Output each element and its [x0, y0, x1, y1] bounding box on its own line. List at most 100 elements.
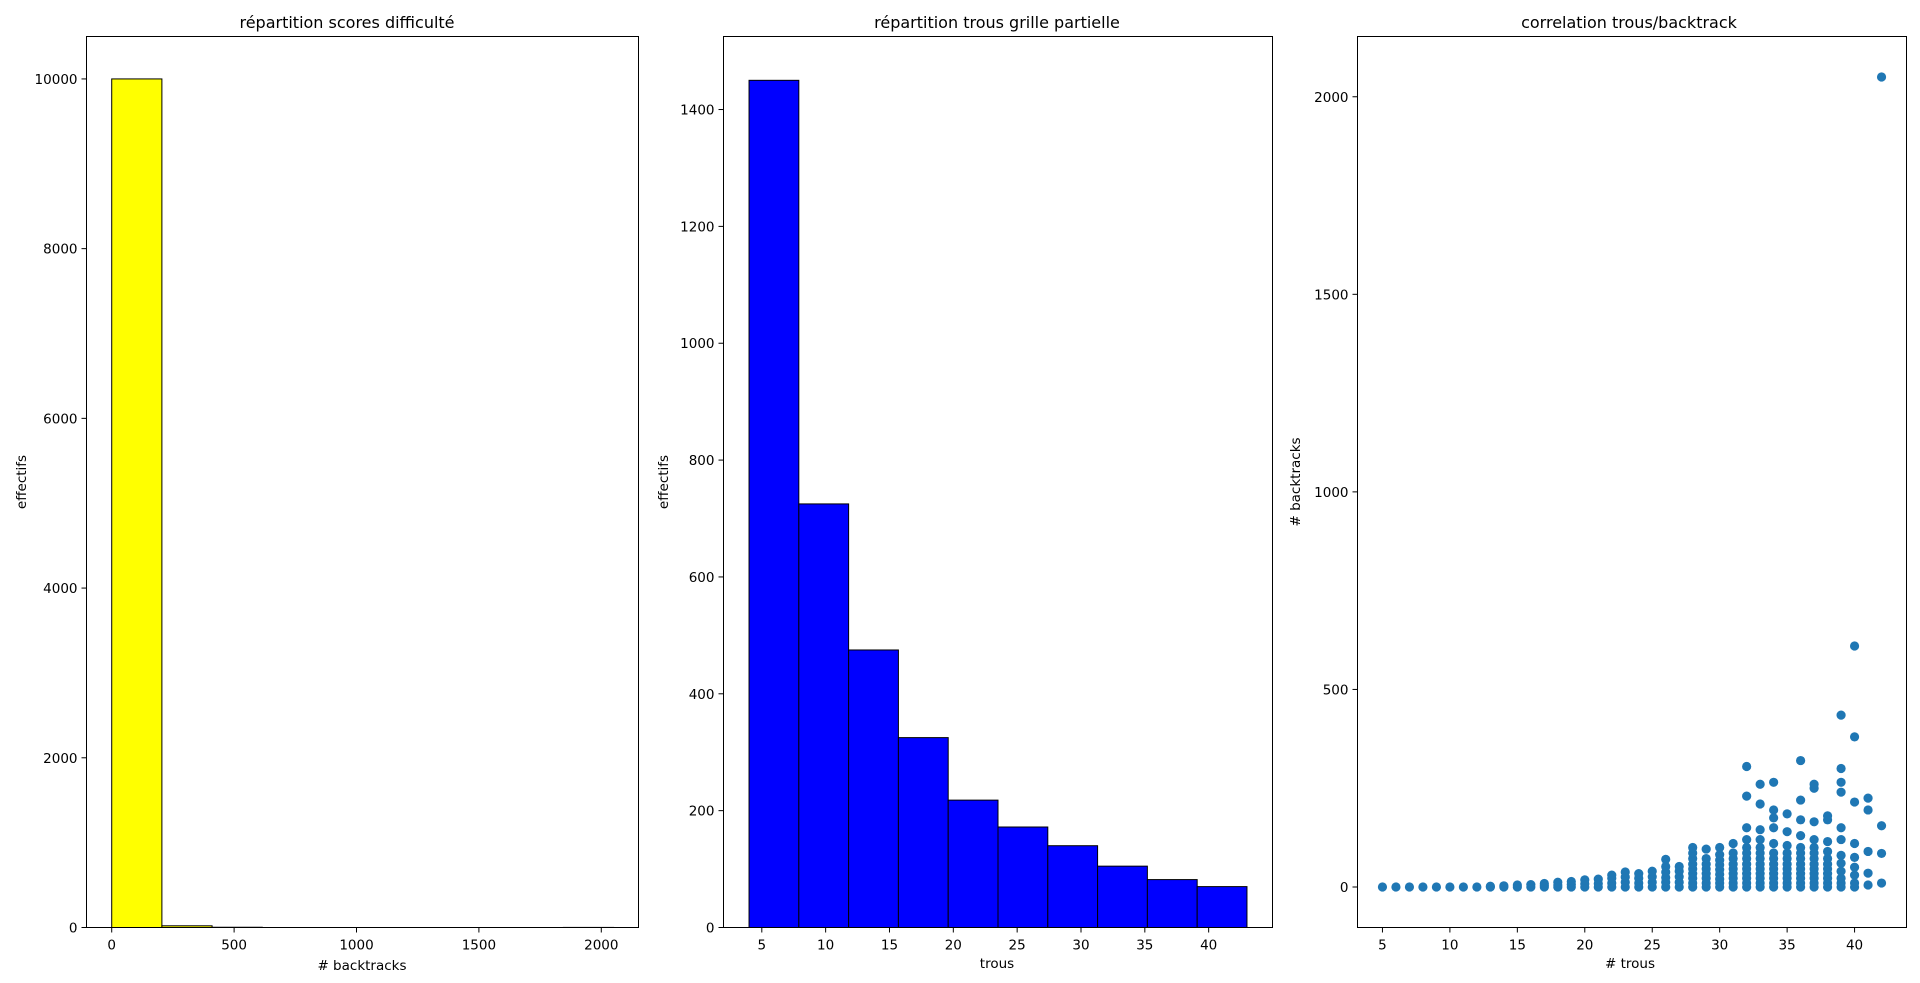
scatter-point — [1876, 821, 1887, 831]
histogram-bar — [947, 799, 999, 928]
scatter-point — [1809, 842, 1819, 853]
histogram-bar — [111, 78, 163, 928]
histogram-bar — [848, 649, 899, 928]
x-tick-label: 500 — [221, 938, 247, 954]
y-tick-label: 0 — [1340, 880, 1349, 896]
scatter-point — [1769, 823, 1779, 833]
histogram-bar — [1047, 845, 1099, 929]
scatter-point — [1876, 72, 1887, 82]
y-axis-label: effectifs — [14, 455, 30, 509]
scatter-point — [1539, 878, 1549, 889]
scatter-point — [1553, 877, 1563, 887]
scatter-point — [1809, 834, 1819, 845]
y-ticks: 0 200 400 600 800 1000 1200 1400 — [680, 103, 724, 937]
scatter-point — [1796, 815, 1806, 825]
scatter-point — [1647, 866, 1657, 876]
plot-frame — [86, 36, 639, 928]
plot-frame — [1357, 36, 1907, 928]
x-tick-label: 25 — [1644, 938, 1661, 954]
x-axis-label: # trous — [1605, 956, 1655, 972]
scatter-point — [1849, 852, 1860, 862]
scatter-point — [1391, 882, 1401, 892]
scatter-point — [1634, 868, 1644, 879]
chart-holes-histogram: répartition trous grille partielle 0 200 4… — [656, 13, 1273, 972]
scatter-point — [1836, 866, 1846, 876]
scatter-point — [1755, 834, 1765, 845]
scatter-point — [1822, 836, 1833, 847]
scatter-point — [1849, 732, 1860, 742]
y-tick-label: 2000 — [1314, 90, 1348, 106]
x-tick-label: 1000 — [339, 938, 373, 954]
scatter-point — [1849, 641, 1860, 651]
scatter-point — [1566, 876, 1576, 887]
x-tick-label: 5 — [1378, 938, 1387, 954]
x-ticks: 0 500 1000 1500 2000 — [107, 927, 618, 954]
scatter-point — [1796, 795, 1806, 805]
histogram-bar — [897, 737, 949, 928]
x-tick-label: 20 — [945, 938, 962, 954]
scatter-point — [1796, 842, 1806, 853]
scatter-point — [1796, 831, 1806, 841]
x-tick-label: 5 — [758, 938, 767, 954]
scatter-point — [1674, 861, 1684, 872]
scatter-point — [1782, 848, 1792, 858]
y-tick-label: 4000 — [43, 581, 77, 597]
scatter-point — [1782, 809, 1792, 819]
x-tick-label: 40 — [1200, 938, 1217, 954]
scatter-point — [1404, 882, 1415, 892]
y-tick-label: 2000 — [43, 751, 77, 767]
scatter-point — [1836, 787, 1846, 797]
scatter-point — [1809, 817, 1819, 827]
y-tick-label: 10000 — [35, 72, 78, 88]
y-tick-label: 1000 — [680, 336, 714, 352]
scatter-point — [1742, 834, 1752, 845]
scatter-point — [1822, 811, 1833, 821]
histogram-bar — [1146, 879, 1198, 929]
x-tick-label: 15 — [881, 938, 898, 954]
y-axis-label: effectifs — [656, 455, 672, 509]
chart-correlation-scatter: correlation trous/backtrack 0 500 1000 1500… — [1288, 13, 1907, 972]
y-tick-label: 1200 — [680, 219, 714, 235]
scatter-point — [1836, 834, 1846, 845]
x-tick-label: 40 — [1846, 938, 1863, 954]
scatter-point — [1836, 873, 1846, 883]
x-tick-label: 35 — [1136, 938, 1153, 954]
scatter-point — [1688, 842, 1698, 853]
scatter-point — [1836, 850, 1846, 860]
scatter-point — [1431, 882, 1442, 892]
scatter-point — [1755, 799, 1765, 809]
y-tick-label: 8000 — [43, 242, 77, 258]
scatter-point — [1796, 755, 1806, 766]
scatter-point — [1701, 853, 1711, 864]
scatter-point — [1822, 853, 1833, 864]
scatter-point — [1836, 823, 1846, 833]
scatter-point — [1728, 838, 1738, 849]
x-tick-label: 25 — [1009, 938, 1026, 954]
chart-title: correlation trous/backtrack — [1521, 13, 1738, 32]
y-tick-label: 1500 — [1314, 287, 1348, 303]
scatter-point — [1769, 805, 1779, 815]
chart-title: répartition scores difficulté — [239, 13, 454, 32]
scatter-point — [1755, 825, 1765, 835]
y-tick-label: 600 — [689, 570, 715, 586]
scatter-point — [1849, 862, 1860, 872]
scatter-point — [1715, 842, 1725, 853]
scatter-point — [1863, 805, 1873, 815]
scatter-point — [1472, 882, 1482, 892]
scatter-point — [1755, 779, 1765, 789]
y-tick-label: 200 — [689, 804, 715, 820]
scatter-point — [1661, 861, 1671, 872]
bars — [748, 79, 1248, 929]
y-tick-label: 1400 — [680, 103, 714, 119]
scatter-point — [1849, 797, 1860, 807]
x-tick-label: 15 — [1509, 938, 1526, 954]
scatter-point — [1769, 777, 1779, 787]
x-tick-label: 35 — [1779, 938, 1796, 954]
scatter-point — [1809, 779, 1819, 789]
scatter-point — [1863, 846, 1873, 857]
bars — [111, 78, 615, 929]
scatter-point — [1728, 848, 1738, 858]
chart-title: répartition trous grille partielle — [874, 13, 1120, 32]
scatter-point — [1876, 848, 1887, 859]
histogram-bar — [748, 79, 800, 928]
